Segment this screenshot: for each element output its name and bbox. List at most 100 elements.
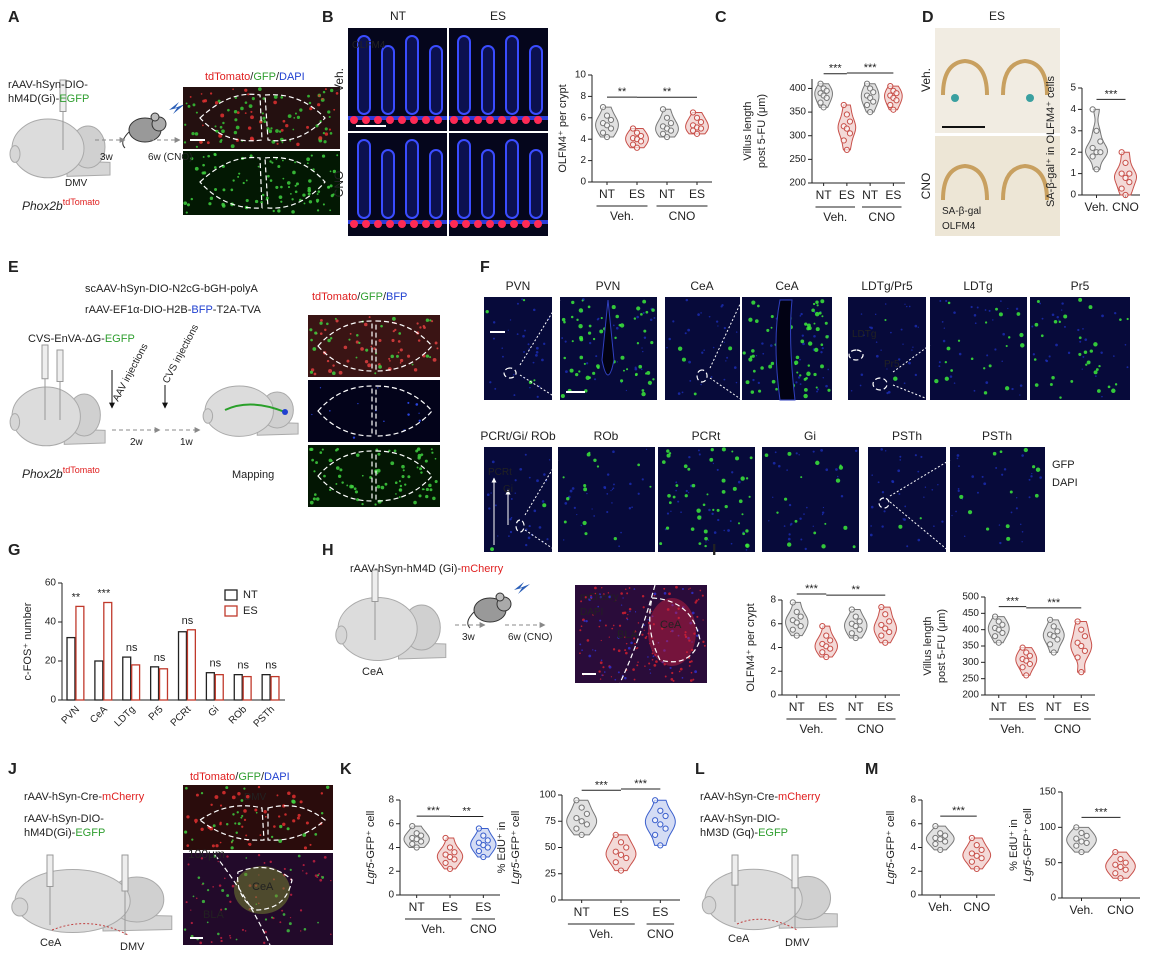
text-part: hM4D(Gi)-: [8, 93, 60, 105]
cell-dot: [599, 678, 602, 680]
data-point: [937, 846, 944, 853]
cell-dot: [898, 493, 901, 495]
data-point: [840, 137, 847, 144]
text-part: -GFP⁺ cell: [365, 811, 377, 863]
cell-dot: [260, 201, 263, 204]
region-outline: [198, 805, 265, 841]
cell-dot: [870, 505, 874, 509]
data-point: [573, 815, 580, 822]
cell-dot: [994, 348, 997, 351]
data-point: [578, 804, 585, 811]
cell-dot: [790, 522, 793, 526]
text-part: BFP: [386, 291, 407, 303]
cell-dot: [322, 90, 326, 94]
data-point: [1117, 856, 1124, 863]
micrograph: [308, 315, 440, 377]
cell-dot: [816, 304, 819, 307]
cell-dot: [647, 621, 651, 624]
cell-dot: [303, 846, 308, 850]
cell-dot: [725, 360, 727, 362]
cell-dot: [316, 200, 319, 203]
violin: [1113, 151, 1138, 196]
cell-dot: [1034, 322, 1039, 327]
cell-dot: [257, 853, 261, 857]
data-point: [843, 111, 850, 118]
cell-dot: [685, 298, 689, 302]
significance-label: ***: [1105, 88, 1119, 100]
cell-dot: [642, 311, 645, 314]
panel-text: LDTg: [852, 329, 876, 340]
syringe: [41, 344, 49, 380]
cell-dot: [211, 844, 215, 848]
cell-dot: [200, 857, 204, 860]
cell-dot: [632, 668, 635, 671]
data-point: [789, 599, 796, 606]
cell-dot: [799, 374, 802, 377]
text-part: /: [383, 291, 387, 303]
data-point: [657, 807, 664, 814]
cell-dot: [614, 336, 617, 340]
cell-dot: [282, 913, 286, 916]
x-tick-label: CNO: [963, 900, 990, 914]
cell-dot: [240, 816, 243, 819]
cell-dot: [592, 337, 596, 341]
cell-dot: [532, 361, 535, 364]
villus: [381, 149, 395, 219]
cell-dot: [287, 185, 291, 189]
x-tick-label: CeA: [88, 704, 110, 726]
cell-dot: [970, 305, 973, 309]
cell-dot: [1077, 328, 1080, 332]
data-point: [1019, 644, 1026, 651]
cell-dot: [592, 649, 594, 651]
cell-dot: [201, 171, 205, 175]
cell-dot: [821, 544, 826, 549]
cell-dot: [674, 611, 678, 615]
x-tick-label: NT: [659, 187, 676, 201]
cell-dot: [599, 661, 603, 665]
cell-dot: [560, 394, 565, 399]
cell-dot: [902, 343, 904, 345]
cell-dot: [510, 516, 513, 519]
olfm4-crypt: [350, 116, 358, 124]
cell-dot: [917, 538, 921, 542]
cell-dot: [593, 458, 597, 462]
cell-dot: [391, 338, 395, 343]
cell-dot: [355, 340, 359, 344]
group-label: CNO: [868, 210, 895, 224]
cell-dot: [562, 539, 565, 541]
cell-dot: [651, 652, 654, 655]
cell-dot: [213, 166, 217, 169]
panel-text: Veh.: [332, 68, 346, 92]
significance-label: ***: [1006, 596, 1020, 608]
panel-text: PCRt: [692, 429, 721, 443]
group-label: Veh.: [823, 210, 847, 224]
cell-dot: [270, 916, 274, 919]
cell-dot: [884, 303, 887, 305]
cell-dot: [514, 492, 517, 494]
cell-dot: [606, 492, 609, 495]
cell-dot: [583, 484, 587, 488]
cell-dot: [233, 130, 238, 135]
cell-dot: [225, 822, 229, 826]
cell-dot: [513, 394, 516, 397]
data-point: [1046, 616, 1054, 623]
data-point: [968, 858, 975, 865]
cell-dot: [633, 637, 636, 640]
significance-label: ***: [1095, 806, 1109, 818]
bar: [149, 666, 160, 701]
cell-dot: [622, 597, 624, 599]
cell-dot: [671, 629, 674, 633]
cell-dot: [282, 822, 286, 826]
panel-text: DAPI: [580, 607, 603, 618]
x-tick-label: PCRt: [169, 704, 194, 729]
panel-text: LDTg: [963, 279, 992, 293]
cell-dot: [319, 332, 323, 335]
data-point: [1117, 863, 1124, 871]
cell-dot: [800, 339, 805, 344]
cell-dot: [307, 94, 310, 98]
significance-label: ns: [126, 642, 138, 654]
cell-dot: [279, 824, 283, 829]
cell-dot: [329, 337, 333, 340]
cell-dot: [586, 492, 588, 495]
cell-dot: [430, 448, 433, 451]
